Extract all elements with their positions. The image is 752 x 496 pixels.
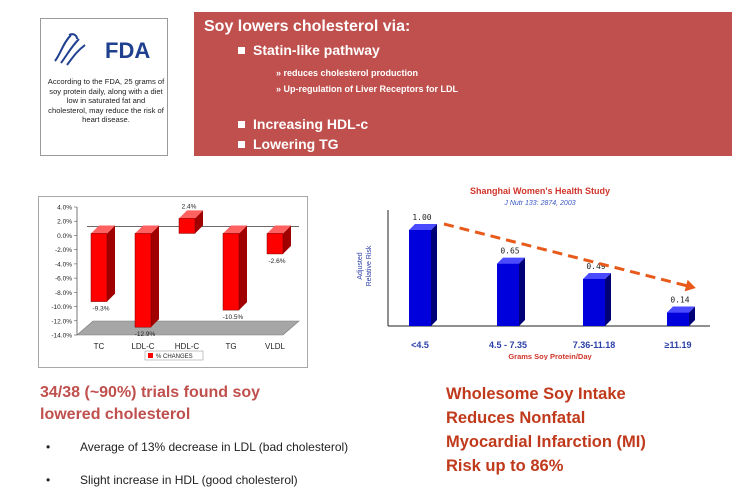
mi-line-2: Reduces Nonfatal bbox=[446, 409, 586, 427]
mi-line-1: Wholesome Soy Intake bbox=[446, 385, 626, 403]
legend-swatch bbox=[148, 353, 153, 358]
point-tg: Lowering TG bbox=[238, 136, 339, 152]
bar-hdl-c bbox=[178, 218, 196, 234]
bar-top bbox=[667, 306, 695, 313]
mi-risk-chart-svg: Shanghai Women's Health Study J Nutr 133:… bbox=[357, 186, 710, 361]
risk-bar bbox=[409, 230, 431, 326]
mi-line-3: Myocardial Infarction (MI) bbox=[446, 433, 646, 451]
soy-title: Soy lowers cholesterol via: bbox=[204, 18, 411, 35]
mi-line-4: Risk up to 86% bbox=[446, 457, 564, 475]
bar-top bbox=[223, 225, 247, 234]
fda-statement: According to the FDA, 25 grams of soy pr… bbox=[47, 77, 165, 125]
category-label: VLDL bbox=[265, 342, 286, 351]
chart-floor bbox=[76, 320, 300, 336]
risk-value-label: 1.00 bbox=[412, 213, 431, 222]
risk-value-label: 0.65 bbox=[500, 247, 519, 256]
y-tick-label: -10.0% bbox=[51, 304, 72, 311]
x-category-label: 4.5 - 7.35 bbox=[489, 340, 527, 350]
hhs-eagle-icon bbox=[54, 33, 86, 66]
data-label: -10.5% bbox=[223, 314, 244, 321]
bar-side bbox=[689, 306, 695, 326]
y-tick-label: 0.0% bbox=[57, 233, 72, 240]
bar-top bbox=[179, 210, 203, 219]
x-category-label: 7.36-11.18 bbox=[573, 340, 616, 350]
bar-side bbox=[283, 225, 291, 254]
x-axis-label: Grams Soy Protein/Day bbox=[508, 352, 592, 360]
bullet-ldl-text: Average of 13% decrease in LDL (bad chol… bbox=[80, 440, 349, 454]
cholesterol-change-chart: 4.0% 2.0% 0.0% -2.0% -4.0% -6.0% -8.0% -10.0% -1… bbox=[38, 196, 308, 368]
trend-arrow bbox=[443, 222, 691, 289]
bar-side bbox=[519, 257, 525, 326]
y-tick-label: 4.0% bbox=[57, 205, 72, 212]
y-tick-label: 2.0% bbox=[57, 219, 72, 226]
category-label: TC bbox=[94, 342, 105, 351]
y-axis-label-2: Relative Risk bbox=[366, 245, 373, 286]
trend-arrowhead bbox=[684, 279, 696, 292]
trials-headline-line-2: lowered cholesterol bbox=[40, 406, 191, 423]
bullet-hdl-text: Slight increase in HDL (good cholesterol… bbox=[80, 473, 298, 487]
chart-title: Shanghai Women's Health Study bbox=[470, 186, 610, 196]
legend-label: % CHANGES bbox=[156, 354, 193, 360]
mi-risk-headline: Wholesome Soy Intake Reduces Nonfatal My… bbox=[446, 382, 736, 478]
x-category-label: ≥11.19 bbox=[665, 340, 692, 350]
fda-logo-text: FDA bbox=[105, 38, 150, 63]
bar-top bbox=[583, 272, 611, 279]
bar-side bbox=[195, 210, 203, 234]
point-hdl: Increasing HDL-c bbox=[238, 116, 368, 132]
bar-side bbox=[107, 225, 115, 302]
y-tick-label: -4.0% bbox=[55, 261, 72, 268]
trials-headline: 34/38 (~90%) trials found soy lowered ch… bbox=[40, 382, 260, 426]
y-tick-label: -14.0% bbox=[51, 333, 72, 340]
category-label: TG bbox=[225, 342, 236, 351]
legend-box bbox=[144, 350, 204, 361]
bar-tg bbox=[222, 233, 240, 311]
risk-bar bbox=[583, 278, 605, 326]
fda-panel: FDA According to the FDA, 25 grams of so… bbox=[40, 18, 168, 156]
soy-mechanism-panel: Soy lowers cholesterol via: Statin-like … bbox=[194, 12, 732, 156]
subpoint-production: reduces cholesterol production bbox=[276, 68, 419, 78]
y-tick-label: -2.0% bbox=[55, 247, 72, 254]
fda-logo: FDA bbox=[54, 33, 150, 66]
bar-top bbox=[409, 224, 437, 230]
cholesterol-chart-svg: 4.0% 2.0% 0.0% -2.0% -4.0% -6.0% -8.0% -10.0% -1… bbox=[51, 203, 300, 361]
risk-value-label: 0.14 bbox=[670, 296, 689, 305]
risk-bar bbox=[667, 312, 689, 326]
x-category-label: <4.5 bbox=[411, 340, 429, 350]
risk-bar bbox=[497, 263, 519, 326]
bar-tc bbox=[90, 233, 108, 302]
bar-top bbox=[135, 225, 159, 234]
mi-risk-chart: Shanghai Women's Health Study J Nutr 133:… bbox=[350, 180, 728, 361]
risk-value-label: 0.49 bbox=[586, 262, 605, 271]
y-tick-label: -12.0% bbox=[51, 318, 72, 325]
bar-side bbox=[239, 225, 247, 311]
data-label: -9.3% bbox=[93, 306, 110, 313]
data-label: 2.4% bbox=[182, 203, 197, 210]
bar-top bbox=[267, 225, 291, 234]
bar-ldl-c bbox=[134, 233, 152, 328]
bar-side bbox=[151, 225, 159, 328]
data-label: -12.9% bbox=[135, 331, 156, 338]
data-label: -2.6% bbox=[269, 258, 286, 265]
category-label: LDL-C bbox=[131, 342, 154, 351]
y-axis-label-1: Adjusted bbox=[357, 252, 364, 279]
bar-side bbox=[605, 272, 611, 326]
bar-top bbox=[497, 257, 525, 264]
bar-side bbox=[431, 224, 437, 326]
y-tick-label: -6.0% bbox=[55, 276, 72, 283]
y-tick-label: -8.0% bbox=[55, 290, 72, 297]
trials-headline-line-1: 34/38 (~90%) trials found soy bbox=[40, 384, 261, 401]
point-statin: Statin-like pathway bbox=[238, 42, 380, 58]
chart-subtitle: J Nutr 133: 2874, 2003 bbox=[503, 200, 575, 207]
bar-top bbox=[91, 225, 115, 234]
category-label: HDL-C bbox=[175, 342, 200, 351]
bar-vldl bbox=[266, 233, 284, 255]
subpoint-ldl-receptors: Up-regulation of Liver Receptors for LDL bbox=[276, 84, 459, 94]
